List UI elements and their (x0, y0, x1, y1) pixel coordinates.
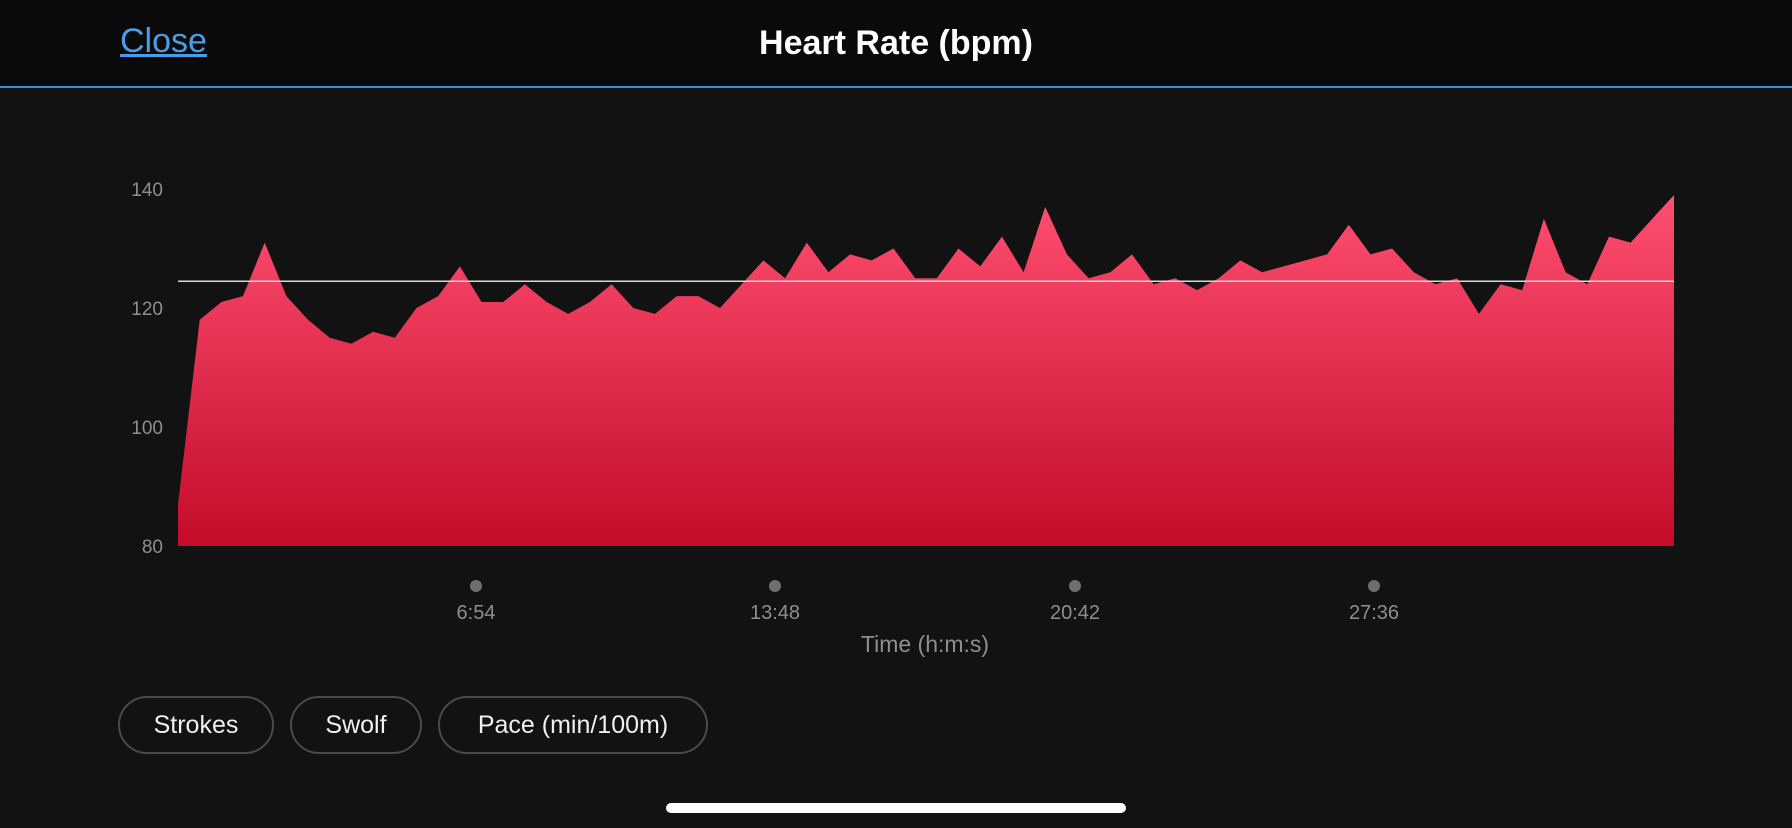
x-tick-label: 6:54 (457, 602, 496, 624)
x-axis-label: Time (h:m:s) (861, 631, 989, 657)
y-tick-label: 140 (131, 180, 163, 201)
x-tick-label: 20:42 (1050, 602, 1100, 624)
x-tick-dot (1368, 580, 1380, 592)
x-tick-label: 13:48 (750, 602, 800, 624)
pace-button[interactable]: Pace (min/100m) (438, 696, 708, 754)
heart-rate-area (178, 195, 1674, 546)
y-tick-label: 80 (142, 537, 163, 558)
x-tick-dot (470, 580, 482, 592)
strokes-button[interactable]: Strokes (118, 696, 274, 754)
close-link[interactable]: Close (120, 22, 207, 60)
home-indicator (666, 803, 1126, 813)
page-title: Heart Rate (bpm) (759, 24, 1033, 62)
y-tick-label: 120 (131, 299, 163, 320)
heart-rate-chart: 140 120 100 80 6:54 13:48 20:42 27:36 Time (h:… (131, 180, 1674, 657)
x-tick-dot (1069, 580, 1081, 592)
top-bar: Close Heart Rate (bpm) (0, 0, 1792, 88)
y-tick-label: 100 (131, 418, 163, 439)
x-tick-label: 27:36 (1349, 602, 1399, 624)
x-tick-dot (769, 580, 781, 592)
swolf-button[interactable]: Swolf (290, 696, 422, 754)
